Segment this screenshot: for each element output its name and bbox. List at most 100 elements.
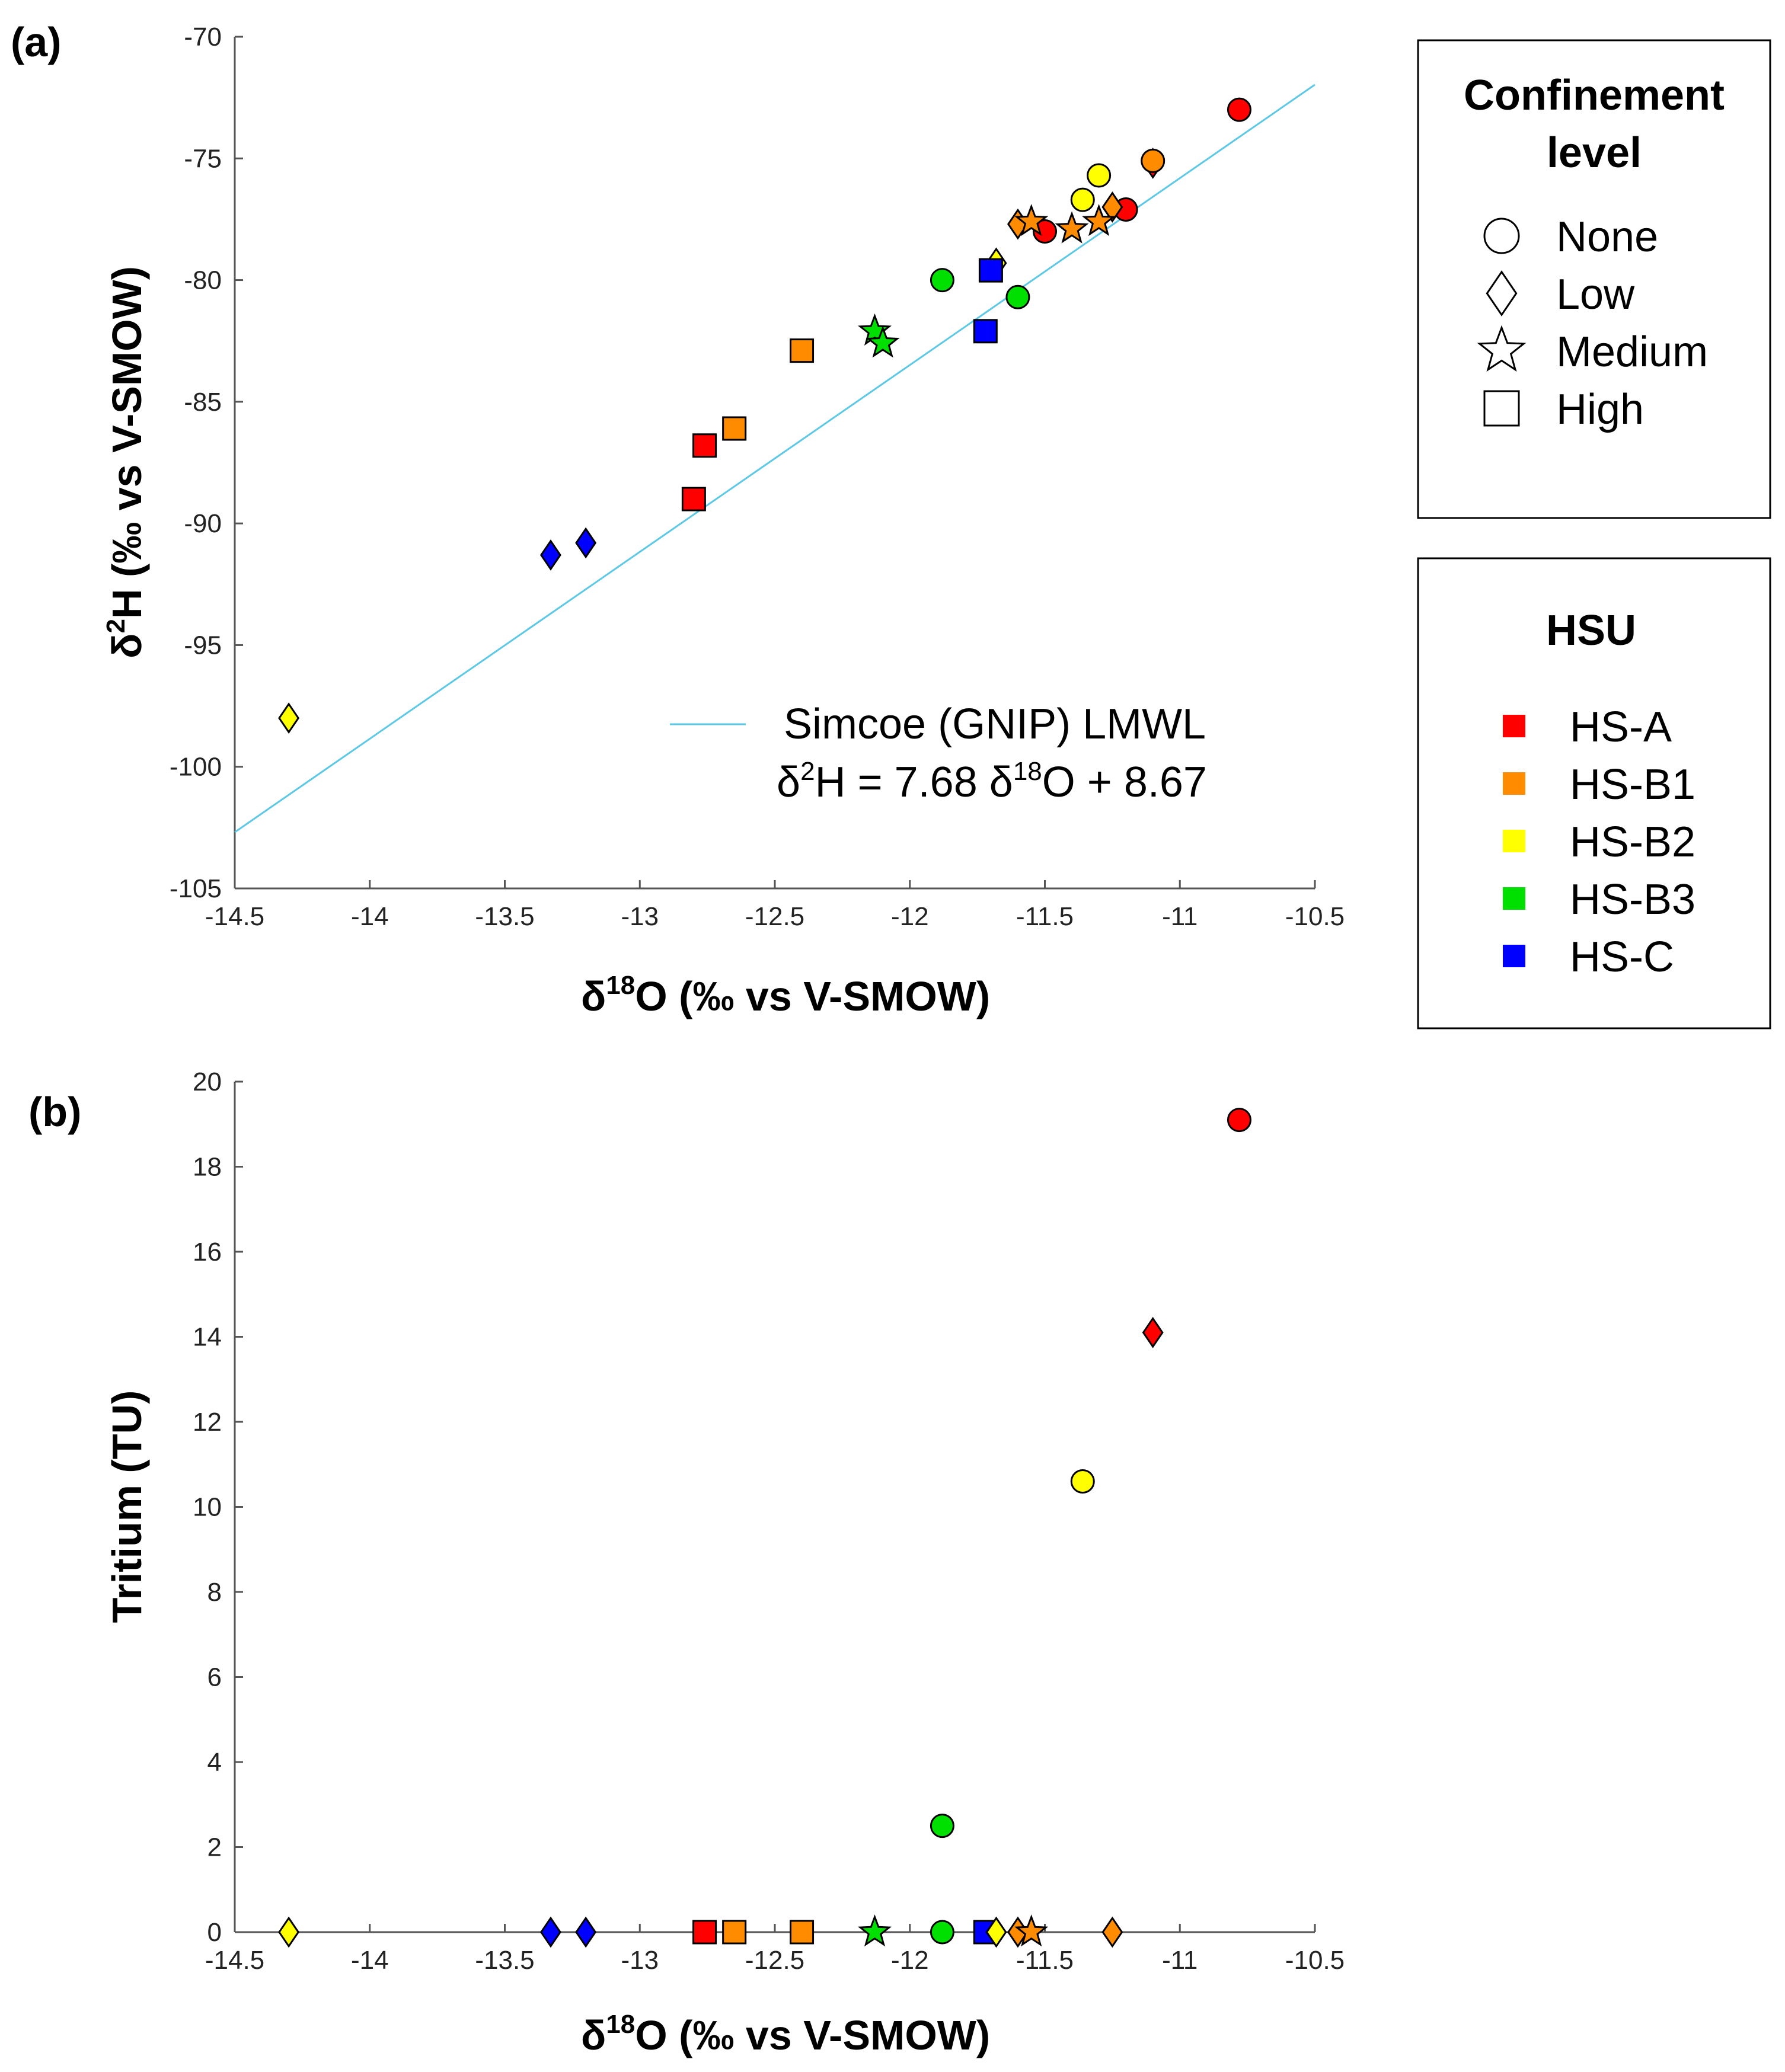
panel-a-y-tick-label: -95 bbox=[184, 631, 222, 660]
data-point bbox=[1227, 1108, 1251, 1133]
data-point bbox=[930, 1920, 954, 1945]
data-point bbox=[1070, 187, 1095, 212]
legend-marker-star bbox=[1477, 325, 1527, 372]
data-point bbox=[692, 433, 717, 458]
panel-b-x-tick-label: -12 bbox=[891, 1946, 929, 1975]
hsu-legend-swatch bbox=[1503, 945, 1525, 967]
panel-a-x-tick-label: -13 bbox=[621, 902, 659, 931]
data-point bbox=[1070, 1469, 1095, 1494]
panel-b-y-tick-label: 10 bbox=[193, 1493, 222, 1522]
panel-b-y-tick-label: 16 bbox=[193, 1238, 222, 1267]
panel-b-label: (b) bbox=[28, 1089, 81, 1135]
confinement-legend-title-1: Confinement bbox=[1464, 72, 1725, 119]
panel-b-y-axis-title: Tritium (TU) bbox=[104, 1390, 150, 1623]
panel-a-label: (a) bbox=[11, 19, 62, 65]
panel-b-y-tick-label: 2 bbox=[207, 1833, 222, 1862]
data-point bbox=[1141, 148, 1165, 173]
panel-b-y-tick-label: 20 bbox=[193, 1067, 222, 1096]
panel-b-y-tick-label: 8 bbox=[207, 1578, 222, 1607]
hsu-legend-label: HS-B1 bbox=[1570, 761, 1695, 808]
confinement-legend-label: Medium bbox=[1556, 328, 1708, 376]
panel-a-y-tick-label: -105 bbox=[170, 874, 222, 903]
data-point bbox=[575, 527, 597, 559]
confinement-legend-title-2: level bbox=[1547, 129, 1642, 177]
lmwl-equation: δ2H = 7.68 δ18O + 8.67 bbox=[777, 757, 1207, 806]
data-point bbox=[1005, 284, 1030, 309]
legend-marker-diamond bbox=[1486, 270, 1518, 316]
hsu-legend-label: HS-A bbox=[1570, 704, 1672, 751]
panel-a-x-tick-label: -13.5 bbox=[475, 902, 534, 931]
data-point bbox=[985, 1916, 1007, 1948]
data-point bbox=[1101, 191, 1123, 223]
panel-a-x-tick-label: -11.5 bbox=[1016, 902, 1074, 931]
data-point bbox=[1033, 219, 1057, 244]
data-point bbox=[1101, 1916, 1123, 1948]
panel-a-y-tick-label: -80 bbox=[184, 266, 222, 295]
hsu-legend-swatch bbox=[1503, 772, 1525, 795]
panel-b-x-tick-label: -12.5 bbox=[745, 1946, 804, 1975]
data-point bbox=[575, 1916, 597, 1948]
data-point bbox=[973, 319, 998, 344]
data-point bbox=[1082, 204, 1116, 236]
panel-a-chart: -14.5 -14 -13.5 -13 -12.5 -12 -11.5 -11 -10.5 -10… bbox=[101, 23, 1345, 1019]
data-point bbox=[1014, 204, 1049, 236]
hsu-legend-label: HS-B3 bbox=[1570, 876, 1695, 923]
panel-b-x-tick-label: -10.5 bbox=[1285, 1946, 1345, 1975]
hsu-legend-swatch bbox=[1503, 830, 1525, 852]
panel-a-y-tick-label: -85 bbox=[184, 388, 222, 417]
panel-b-y-tick-label: 0 bbox=[207, 1918, 222, 1947]
panel-a-x-tick-label: -12.5 bbox=[745, 902, 804, 931]
panel-b-x-tick-label: -13.5 bbox=[475, 1946, 534, 1975]
hsu-legend-box bbox=[1417, 557, 1771, 1029]
panel-b-y-tick-label: 14 bbox=[193, 1323, 222, 1352]
hsu-legend-label: HS-C bbox=[1570, 933, 1674, 981]
data-point bbox=[278, 702, 300, 734]
hsu-legend-label: HS-B2 bbox=[1570, 818, 1695, 866]
data-point bbox=[790, 1920, 815, 1945]
confinement-legend-box bbox=[1417, 39, 1771, 519]
lmwl-legend-label: Simcoe (GNIP) LMWL bbox=[784, 701, 1206, 748]
panel-a-y-tick-label: -70 bbox=[184, 23, 222, 52]
panel-b-y-tick-label: 4 bbox=[207, 1748, 222, 1777]
data-point bbox=[978, 258, 1003, 283]
data-point bbox=[930, 1814, 954, 1838]
panel-b-x-tick-label: -13 bbox=[621, 1946, 659, 1975]
data-point bbox=[278, 1916, 300, 1948]
panel-a-x-tick-label: -11 bbox=[1162, 902, 1198, 931]
confinement-legend: Confinement level None Low Medium High bbox=[1417, 39, 1771, 519]
data-point bbox=[1055, 211, 1089, 244]
data-point bbox=[539, 539, 561, 571]
data-point bbox=[1087, 163, 1112, 188]
data-point bbox=[539, 1916, 561, 1948]
panel-b-y-tick-label: 6 bbox=[207, 1663, 222, 1692]
hsu-legend-swatch bbox=[1503, 715, 1525, 737]
panel-b-x-axis-title: δ18O (‰ vs V-SMOW) bbox=[581, 2010, 990, 2058]
hsu-legend-swatch bbox=[1503, 887, 1525, 910]
panel-a-x-tick-label: -14.5 bbox=[205, 902, 264, 931]
data-point bbox=[722, 416, 747, 441]
data-point bbox=[1014, 1914, 1049, 1947]
legend-marker-circle bbox=[1483, 218, 1520, 254]
data-point bbox=[858, 1914, 892, 1947]
panel-a-x-tick-label: -10.5 bbox=[1285, 902, 1345, 931]
legend-marker-square bbox=[1483, 390, 1520, 427]
panel-b-y-tick-label: 18 bbox=[193, 1153, 222, 1182]
data-point bbox=[681, 487, 706, 511]
data-point bbox=[930, 268, 954, 293]
panel-a-y-axis-title: δ2H (‰ vs V-SMOW) bbox=[101, 266, 150, 658]
data-point bbox=[692, 1920, 717, 1945]
panel-a-x-tick-label: -14 bbox=[351, 902, 389, 931]
panel-b-chart: -14.5 -14 -13.5 -13 -12.5 -12 -11.5 -11 -10.5 0 2 4… bbox=[104, 1067, 1345, 2058]
confinement-legend-label: None bbox=[1556, 213, 1658, 261]
data-point bbox=[722, 1920, 747, 1945]
hsu-legend-title: HSU bbox=[1546, 607, 1636, 654]
panel-a-x-axis-title: δ18O (‰ vs V-SMOW) bbox=[581, 971, 990, 1019]
data-point bbox=[866, 325, 900, 358]
panel-a-y-tick-label: -75 bbox=[184, 144, 222, 173]
data-point bbox=[790, 338, 815, 363]
panel-b-x-tick-label: -11 bbox=[1162, 1946, 1198, 1975]
panel-b-x-tick-label: -14.5 bbox=[205, 1946, 264, 1975]
data-point bbox=[1142, 1316, 1164, 1348]
confinement-legend-label: High bbox=[1556, 386, 1644, 433]
